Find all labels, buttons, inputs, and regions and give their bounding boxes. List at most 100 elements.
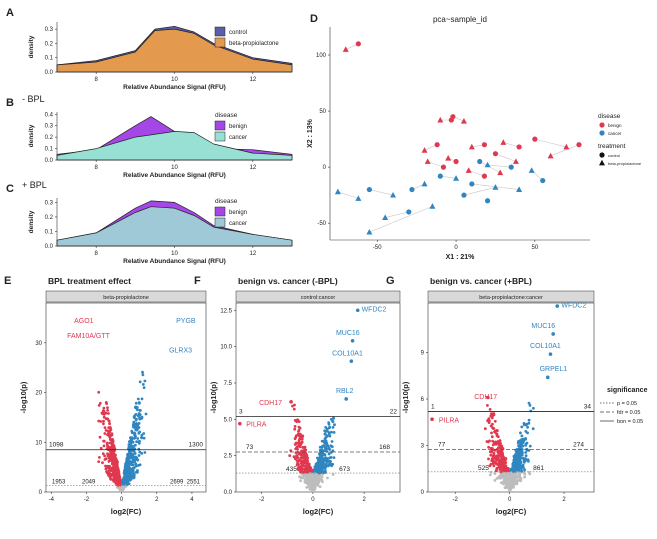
volcano-point <box>140 397 144 401</box>
volcano-point <box>532 406 535 410</box>
gene-label-F: RBL2 <box>336 388 354 395</box>
labelled-point-F <box>350 339 355 343</box>
volcano-point <box>520 434 524 438</box>
volcano-point <box>522 458 526 462</box>
volcano-point <box>305 459 309 463</box>
volcano-point <box>502 464 506 468</box>
pca-point <box>512 158 519 164</box>
volcano-point <box>117 480 121 483</box>
volcano-point <box>497 443 501 446</box>
volcano-point <box>518 476 522 479</box>
pca-pair-line <box>337 191 359 199</box>
gene-label-G: GRPEL1 <box>540 366 568 373</box>
pca-point <box>492 151 499 157</box>
volcano-point <box>311 482 315 486</box>
y-tick-label-E: 0 <box>39 490 43 496</box>
pca-point <box>450 114 456 120</box>
chart-title-F: benign vs. cancer (-BPL) <box>238 276 338 286</box>
volcano-point <box>314 472 318 476</box>
volcano-point <box>499 453 503 457</box>
y-tick-label-G: 9 <box>421 351 425 357</box>
volcano-point <box>129 477 133 481</box>
volcano-point <box>138 413 142 417</box>
y-axis-label-G: -log10(p) <box>401 381 410 413</box>
volcano-point <box>305 466 309 470</box>
volcano-point <box>527 401 531 405</box>
strip-E <box>45 290 207 303</box>
count-right-bon-G: 34 <box>584 403 592 410</box>
volcano-point <box>326 464 330 468</box>
volcano-point <box>327 426 331 430</box>
volcano-point <box>305 486 309 489</box>
volcano-point <box>144 412 148 416</box>
labelled-point-G <box>555 304 560 308</box>
volcano-point <box>106 409 109 412</box>
volcano-point <box>297 430 300 433</box>
volcano-point <box>502 456 506 459</box>
x-tick-label-G: -2 <box>453 497 459 503</box>
volcano-point <box>489 471 493 474</box>
volcano-point <box>521 444 525 448</box>
volcano-point <box>507 481 511 485</box>
volcano-point <box>107 419 111 423</box>
legend-label-A-1: beta-propiolactone <box>229 41 279 47</box>
y-axis-label-B: density <box>28 124 35 147</box>
y-tick-label-B: 0.4 <box>45 112 54 118</box>
pca-pair-line <box>369 206 433 233</box>
volcano-point <box>502 482 505 486</box>
volcano-point <box>125 463 129 466</box>
legend-key-B-0 <box>214 120 226 131</box>
volcano-point <box>489 453 493 457</box>
volcano-point <box>489 462 493 466</box>
volcano-point <box>135 417 138 421</box>
volcano-point <box>521 441 525 444</box>
volcano-point <box>136 437 140 440</box>
pca-point <box>477 158 483 165</box>
volcano-point <box>313 465 317 469</box>
volcano-point <box>306 464 310 467</box>
labelled-point-G <box>551 332 555 336</box>
volcano-point <box>102 444 106 448</box>
volcano-point <box>298 467 302 470</box>
volcano-point <box>136 408 139 412</box>
volcano-point <box>322 464 325 468</box>
volcano-point <box>517 441 520 444</box>
x-tick-label-A: 10 <box>171 77 178 83</box>
volcano-point <box>132 472 136 476</box>
pca-point <box>390 191 397 198</box>
volcano-point <box>293 419 297 422</box>
volcano-point <box>102 422 105 426</box>
volcano-point <box>330 430 333 434</box>
x-tick-label-F: 0 <box>311 497 315 503</box>
x-tick-label-E: 0 <box>120 497 124 503</box>
volcano-point <box>99 446 103 450</box>
volcano-point <box>137 422 141 425</box>
volcano-point <box>514 482 518 486</box>
volcano-point <box>307 472 311 476</box>
volcano-point <box>108 445 112 449</box>
legend-key-B-1 <box>214 131 226 142</box>
volcano-point <box>131 463 135 466</box>
volcano-point <box>493 419 497 423</box>
volcano-point <box>137 464 140 467</box>
volcano-point <box>299 456 302 460</box>
volcano-point <box>516 451 520 454</box>
volcano-point <box>309 469 312 473</box>
volcano-point <box>318 468 322 472</box>
y-tick-label-B: 0.3 <box>45 124 54 130</box>
density-area-B-1 <box>56 131 293 161</box>
y-axis-label-D: X2 : 13% <box>307 118 314 148</box>
volcano-point <box>328 434 332 438</box>
volcano-point <box>143 379 147 383</box>
volcano-point <box>523 468 526 472</box>
pca-pair-line <box>369 189 394 196</box>
volcano-point <box>97 460 101 463</box>
pca-point <box>424 158 431 164</box>
volcano-point <box>113 455 116 459</box>
x-tick-label-D: -50 <box>373 245 382 251</box>
pca-point <box>484 198 491 204</box>
volcano-point <box>300 452 304 456</box>
volcano-point <box>491 439 494 443</box>
volcano-point <box>300 462 304 465</box>
legend-label-benign: benign <box>608 123 622 128</box>
